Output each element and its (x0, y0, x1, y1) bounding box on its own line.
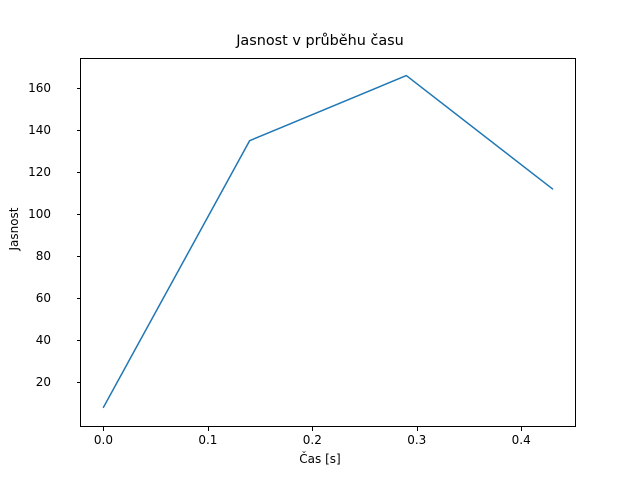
y-tick-label: 80 (35, 249, 51, 264)
x-tick-label: 0.3 (407, 433, 427, 447)
y-tick-label: 60 (35, 291, 51, 306)
y-tick-mark (76, 298, 80, 300)
y-tick-mark (76, 172, 80, 174)
y-tick-mark (76, 256, 80, 258)
plot-area (102, 74, 554, 409)
x-tick-label: 0.1 (198, 433, 218, 447)
y-tick-mark (76, 130, 80, 132)
y-tick-label: 40 (35, 333, 51, 348)
y-tick-mark (76, 214, 80, 216)
x-tick-mark (312, 427, 314, 431)
chart-title: Jasnost v průběhu času (236, 33, 404, 49)
x-tick-mark (521, 427, 523, 431)
y-tick-mark (76, 340, 80, 342)
y-axis-label: Jasnost (7, 207, 21, 251)
x-tick-mark (416, 427, 418, 431)
y-axis-label-wrap: Jasnost (0, 0, 32, 480)
y-tick-label: 100 (28, 207, 51, 222)
y-tick-label: 120 (28, 165, 51, 180)
x-axis-label: Čas [s] (299, 452, 341, 466)
y-tick-mark (76, 382, 80, 384)
y-tick-mark (76, 88, 80, 90)
data-series-line (102, 74, 554, 409)
y-tick-label: 160 (28, 81, 51, 96)
x-tick-label: 0.2 (302, 433, 322, 447)
x-tick-mark (207, 427, 209, 431)
plot-axes-frame (80, 58, 576, 427)
x-tick-label: 0.0 (93, 433, 113, 447)
x-tick-mark (103, 427, 105, 431)
x-tick-label: 0.4 (511, 433, 531, 447)
y-tick-label: 140 (28, 123, 51, 138)
y-tick-label: 20 (35, 375, 51, 390)
